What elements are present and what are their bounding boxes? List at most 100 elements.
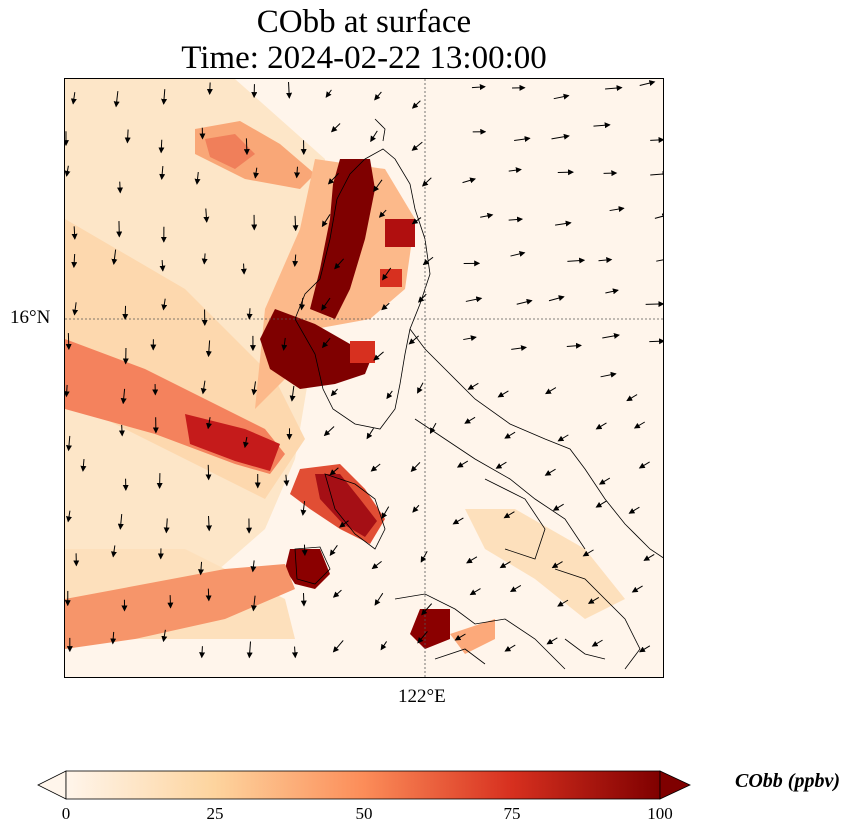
- wind-arrow: [454, 633, 466, 641]
- colorbar-extend-max: [659, 770, 691, 800]
- wind-arrow: [110, 545, 117, 558]
- wind-arrow: [374, 91, 382, 101]
- wind-arrow: [206, 417, 212, 430]
- wind-vectors: [65, 80, 663, 659]
- plume-band-south: [65, 564, 295, 649]
- wind-arrow: [161, 629, 168, 643]
- wind-arrow: [609, 206, 625, 213]
- wind-arrow: [283, 474, 290, 487]
- wind-arrow: [281, 337, 288, 351]
- colorbar-tick: 100: [647, 804, 673, 823]
- wind-arrow: [631, 585, 643, 593]
- wind-arrow: [557, 434, 569, 442]
- wind-arrow: [639, 80, 656, 86]
- wind-arrow: [499, 561, 511, 569]
- wind-arrow: [626, 394, 638, 402]
- source-mid: [260, 309, 375, 389]
- wind-arrow: [649, 338, 663, 345]
- wind-arrow: [566, 342, 582, 349]
- wind-arrow: [370, 130, 378, 143]
- wind-arrow: [299, 297, 306, 311]
- wind-arrow: [546, 637, 558, 645]
- wind-arrow: [329, 467, 339, 476]
- wind-arrow: [251, 381, 258, 396]
- wind-arrow: [593, 122, 611, 129]
- wind-arrow: [66, 510, 72, 523]
- wind-arrow: [243, 138, 250, 156]
- wind-arrow: [466, 556, 478, 564]
- wind-arrow: [504, 644, 516, 652]
- wind-arrow: [334, 258, 345, 270]
- plume-south-east: [450, 619, 495, 654]
- wind-arrow: [633, 421, 646, 429]
- wind-arrow: [544, 468, 556, 476]
- wind-arrow: [464, 416, 476, 424]
- wind-arrow: [504, 431, 516, 439]
- wind-arrow: [511, 345, 528, 352]
- wind-arrow: [605, 85, 623, 92]
- wind-arrow: [371, 561, 382, 570]
- wind-arrow: [497, 390, 509, 398]
- wind-arrow: [373, 179, 383, 193]
- wind-arrow: [650, 136, 663, 143]
- wind-arrow: [545, 387, 557, 395]
- wind-arrow: [111, 249, 118, 265]
- wind-arrow: [465, 296, 483, 303]
- plume-north-core: [205, 134, 255, 169]
- wind-arrow: [417, 631, 428, 644]
- map-panel: [64, 78, 664, 678]
- source-mid-2: [350, 341, 375, 363]
- wind-arrow: [567, 257, 586, 264]
- wind-arrow: [471, 84, 486, 91]
- wind-arrow: [587, 596, 600, 604]
- wind-arrow: [429, 422, 437, 434]
- wind-arrow: [503, 511, 515, 519]
- wind-arrow: [332, 640, 344, 653]
- map-title-line2: Time: 2024-02-22 13:00:00: [181, 40, 547, 76]
- wind-arrow: [654, 213, 663, 220]
- wind-arrow: [205, 588, 212, 602]
- wind-arrow: [643, 553, 655, 561]
- wind-arrow: [551, 561, 563, 569]
- wind-arrow: [240, 263, 247, 275]
- wind-arrow: [197, 561, 204, 576]
- wind-arrow: [421, 603, 433, 616]
- wind-arrow: [300, 501, 307, 516]
- wind-arrow: [516, 298, 533, 305]
- wind-arrow: [480, 212, 494, 219]
- wind-arrow: [381, 506, 390, 519]
- wind-arrow: [70, 92, 77, 105]
- colorbar-label: CObb (ppbv): [735, 770, 840, 792]
- map-canvas: [65, 79, 663, 677]
- colorbar-tick: 25: [206, 804, 224, 823]
- wind-arrow: [421, 177, 432, 187]
- wind-arrow: [508, 167, 522, 174]
- wind-arrow: [638, 461, 650, 469]
- wind-arrow: [242, 436, 249, 449]
- wind-arrow: [294, 166, 301, 179]
- wind-arrow: [250, 560, 257, 573]
- wind-arrow: [514, 136, 531, 142]
- wind-arrow: [124, 129, 131, 144]
- wind-arrow: [600, 371, 617, 378]
- wind-arrow: [410, 462, 421, 472]
- wind-arrow: [366, 428, 375, 440]
- wind-arrow: [159, 165, 166, 180]
- wind-arrow: [65, 333, 72, 351]
- wind-arrow: [598, 477, 611, 485]
- wind-arrow: [72, 302, 79, 316]
- wind-arrow: [650, 171, 663, 178]
- wind-arrow: [161, 89, 168, 105]
- wind-arrow: [469, 588, 481, 596]
- wind-arrow: [110, 631, 117, 645]
- lat-tick-label: 16°N: [10, 307, 51, 328]
- wind-arrow: [117, 181, 124, 194]
- wind-arrow: [411, 100, 421, 109]
- wind-arrow: [598, 257, 613, 263]
- colorbar-ramp: [65, 770, 661, 800]
- wind-arrow: [639, 645, 651, 653]
- wind-arrow: [628, 506, 640, 514]
- source-south-1-core: [315, 474, 377, 537]
- wind-arrow: [557, 599, 569, 607]
- wind-arrow: [548, 295, 565, 302]
